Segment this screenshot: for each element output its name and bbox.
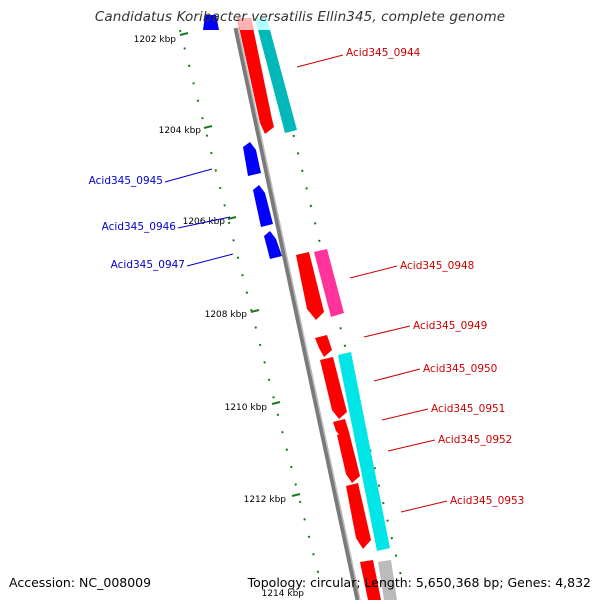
gene-label[interactable]: Acid345_0947 — [111, 259, 185, 271]
gene-arrow-reverse[interactable] — [203, 15, 219, 30]
leader-line — [164, 168, 213, 183]
major-tick — [271, 401, 281, 405]
scale-label: 1214 kbp — [262, 589, 305, 599]
gene-arrow-forward[interactable] — [237, 18, 274, 134]
leader-line — [373, 368, 421, 382]
grey-feature — [378, 560, 397, 600]
feature-track-outer — [255, 18, 397, 600]
cyan-feature[interactable] — [258, 30, 297, 133]
scale-label: 1212 kbp — [244, 495, 287, 505]
topology-value: circular — [310, 575, 357, 590]
accession-label: Accession: — [9, 575, 76, 590]
leader-line — [363, 325, 411, 338]
major-tick — [203, 125, 213, 129]
scale-label: 1202 kbp — [134, 35, 177, 45]
gene-arrow-reverse[interactable] — [253, 185, 273, 227]
backbone — [233, 27, 361, 601]
genes-value: 4,832 — [555, 575, 591, 590]
gene-arrow-forward[interactable] — [315, 335, 332, 357]
scale-label: 1210 kbp — [225, 403, 268, 413]
leader-line — [349, 265, 398, 279]
gene-arrow-forward[interactable] — [320, 357, 347, 419]
gene-arrow-forward[interactable] — [360, 560, 381, 600]
gene-arrow-forward[interactable] — [337, 432, 360, 483]
reverse-strand-features — [203, 15, 282, 259]
genome-summary: Topology: circular; Length: 5,650,368 bp… — [247, 575, 591, 590]
length-value: 5,650,368 bp — [415, 575, 500, 590]
cyan-feature[interactable] — [338, 352, 390, 551]
length-label: Length: — [364, 575, 412, 590]
gene-label[interactable]: Acid345_0944 — [346, 47, 421, 59]
leader-line — [381, 408, 429, 421]
gene-label[interactable]: Acid345_0953 — [450, 495, 524, 507]
leader-line — [296, 54, 344, 68]
genes-label: Genes: — [507, 575, 552, 590]
leader-lines — [164, 54, 448, 513]
gene-arrow-reverse[interactable] — [243, 142, 261, 176]
cyan-feature-top — [255, 18, 270, 30]
scale-label: 1208 kbp — [205, 310, 248, 320]
gene-arrow-forward[interactable] — [333, 419, 349, 437]
gene-label[interactable]: Acid345_0948 — [400, 260, 474, 272]
accession-value: NC_008009 — [79, 575, 152, 590]
scale-label: 1204 kbp — [159, 126, 202, 136]
gene-fade-top — [237, 18, 254, 30]
gene-label[interactable]: Acid345_0946 — [102, 221, 177, 233]
accession-info: Accession: NC_008009 — [9, 575, 151, 590]
major-tick — [179, 32, 189, 36]
scale-label: 1206 kbp — [183, 217, 226, 227]
scale-labels: 1202 kbp 1204 kbp 1206 kbp 1208 kbp 1210… — [134, 35, 305, 599]
magenta-feature[interactable] — [314, 249, 344, 317]
gene-arrow-forward[interactable] — [346, 483, 371, 549]
leader-line — [177, 216, 231, 229]
leader-line — [400, 500, 448, 513]
gene-label[interactable]: Acid345_0949 — [413, 320, 487, 332]
gene-label[interactable]: Acid345_0945 — [89, 175, 163, 187]
major-tick — [291, 493, 301, 497]
gene-arrow-forward[interactable] — [296, 252, 324, 320]
gene-label[interactable]: Acid345_0951 — [431, 403, 505, 415]
genome-title: Candidatus Koribacter versatilis Ellin34… — [94, 9, 506, 25]
gene-labels: Acid345_0944 Acid345_0945 Acid345_0946 A… — [89, 47, 525, 507]
gene-arrow-reverse[interactable] — [264, 231, 282, 259]
topology-label: Topology: — [247, 575, 307, 590]
leader-line — [186, 253, 234, 267]
leader-line — [387, 439, 436, 452]
tick-track — [179, 29, 403, 581]
major-tick — [250, 309, 260, 313]
major-tick — [227, 216, 237, 220]
gene-label[interactable]: Acid345_0950 — [423, 363, 497, 375]
forward-strand-features — [237, 18, 381, 600]
gene-label[interactable]: Acid345_0952 — [438, 434, 512, 446]
